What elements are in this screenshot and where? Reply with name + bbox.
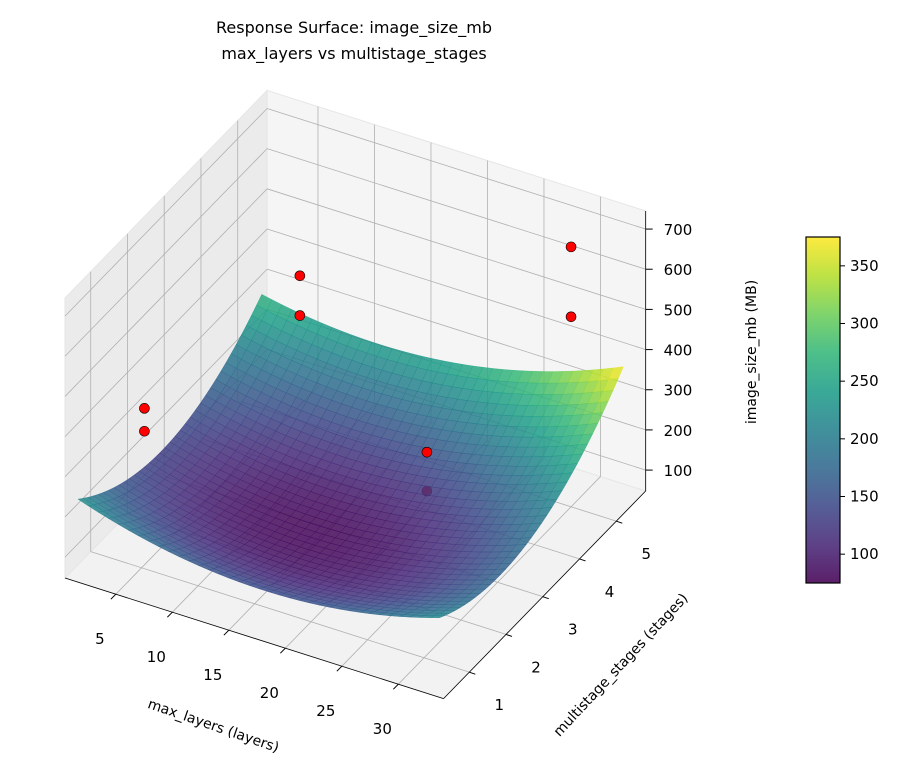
data-point (421, 446, 433, 458)
x-tick-label: 15 (203, 666, 222, 684)
data-point (294, 270, 306, 282)
x-tick (336, 665, 343, 672)
x-tick-label: 5 (95, 630, 105, 648)
x-tick (279, 647, 286, 654)
data-point (139, 403, 150, 414)
gridline-z (267, 148, 646, 270)
x-tick (223, 629, 230, 636)
data-point (294, 310, 306, 321)
z-tick-label: 300 (664, 382, 693, 400)
surface (77, 294, 624, 618)
data-point (565, 311, 577, 323)
z-tick-label: 600 (664, 261, 693, 279)
y-tick-label: 1 (495, 696, 505, 714)
gridline-z (64, 268, 268, 478)
colorbar-tick-label: 200 (850, 430, 879, 448)
x-tick-label: 25 (316, 702, 335, 720)
x-axis-label: max_layers (layers) (146, 696, 281, 756)
y-tick (505, 633, 513, 637)
x-tick-label: 20 (260, 684, 279, 702)
data-point (139, 425, 150, 437)
surface-facet (429, 615, 445, 618)
chart-title: Response Surface: image_size_mb (216, 18, 492, 38)
colorbar-tick-label: 100 (850, 545, 879, 563)
y-axis-line (443, 490, 646, 699)
gridline-z (64, 188, 268, 397)
y-tick (469, 671, 476, 675)
y-axis-label: multistage_stages (stages) (551, 591, 692, 740)
y-tick (542, 596, 549, 600)
y-tick (579, 558, 586, 562)
colorbar-tick-label: 150 (850, 488, 879, 506)
y-tick-label: 2 (531, 658, 541, 676)
x-tick (392, 683, 399, 690)
gridline-z (64, 228, 268, 437)
x-tick (110, 593, 117, 600)
gridline-z (267, 268, 646, 391)
gridline-y (90, 551, 470, 673)
z-tick-label: 500 (664, 301, 693, 319)
colorbar-ticks: 100 150 200 250 300 350 (840, 257, 879, 563)
colorbar (805, 236, 841, 584)
gridline-z (64, 108, 268, 317)
y-tick (616, 520, 623, 524)
z-tick-label: 200 (664, 422, 693, 440)
x-axis-line (64, 577, 444, 699)
z-axis-label: image_size_mb (MB) (744, 280, 760, 424)
axes-ticks: 5 10 15 20 25 30 1 2 3 4 5 100 200 300 400 500 600 700 (64, 210, 693, 738)
colorbar-tick-label: 250 (850, 372, 879, 390)
x-tick-label: 30 (373, 720, 392, 738)
y-tick-label: 3 (568, 621, 578, 639)
chart-subtitle: max_layers vs multistage_stages (221, 44, 486, 64)
x-tick-label: 10 (147, 648, 166, 666)
z-tick-label: 400 (664, 342, 693, 360)
colorbar-tick-label: 300 (850, 315, 879, 333)
gridline-z (64, 148, 268, 357)
x-tick (166, 611, 173, 618)
z-tick-label: 700 (664, 221, 693, 239)
data-points (139, 241, 577, 458)
gridline-z (267, 188, 646, 310)
gridline-z (267, 108, 646, 230)
gridline-x (398, 476, 601, 685)
gridline-z (267, 228, 646, 350)
data-point (565, 241, 577, 253)
z-tick-label: 100 (664, 462, 693, 480)
gridline-z (64, 309, 268, 518)
y-tick-label: 5 (642, 545, 652, 563)
y-tick-label: 4 (605, 583, 615, 601)
colorbar-tick-label: 350 (850, 257, 879, 275)
